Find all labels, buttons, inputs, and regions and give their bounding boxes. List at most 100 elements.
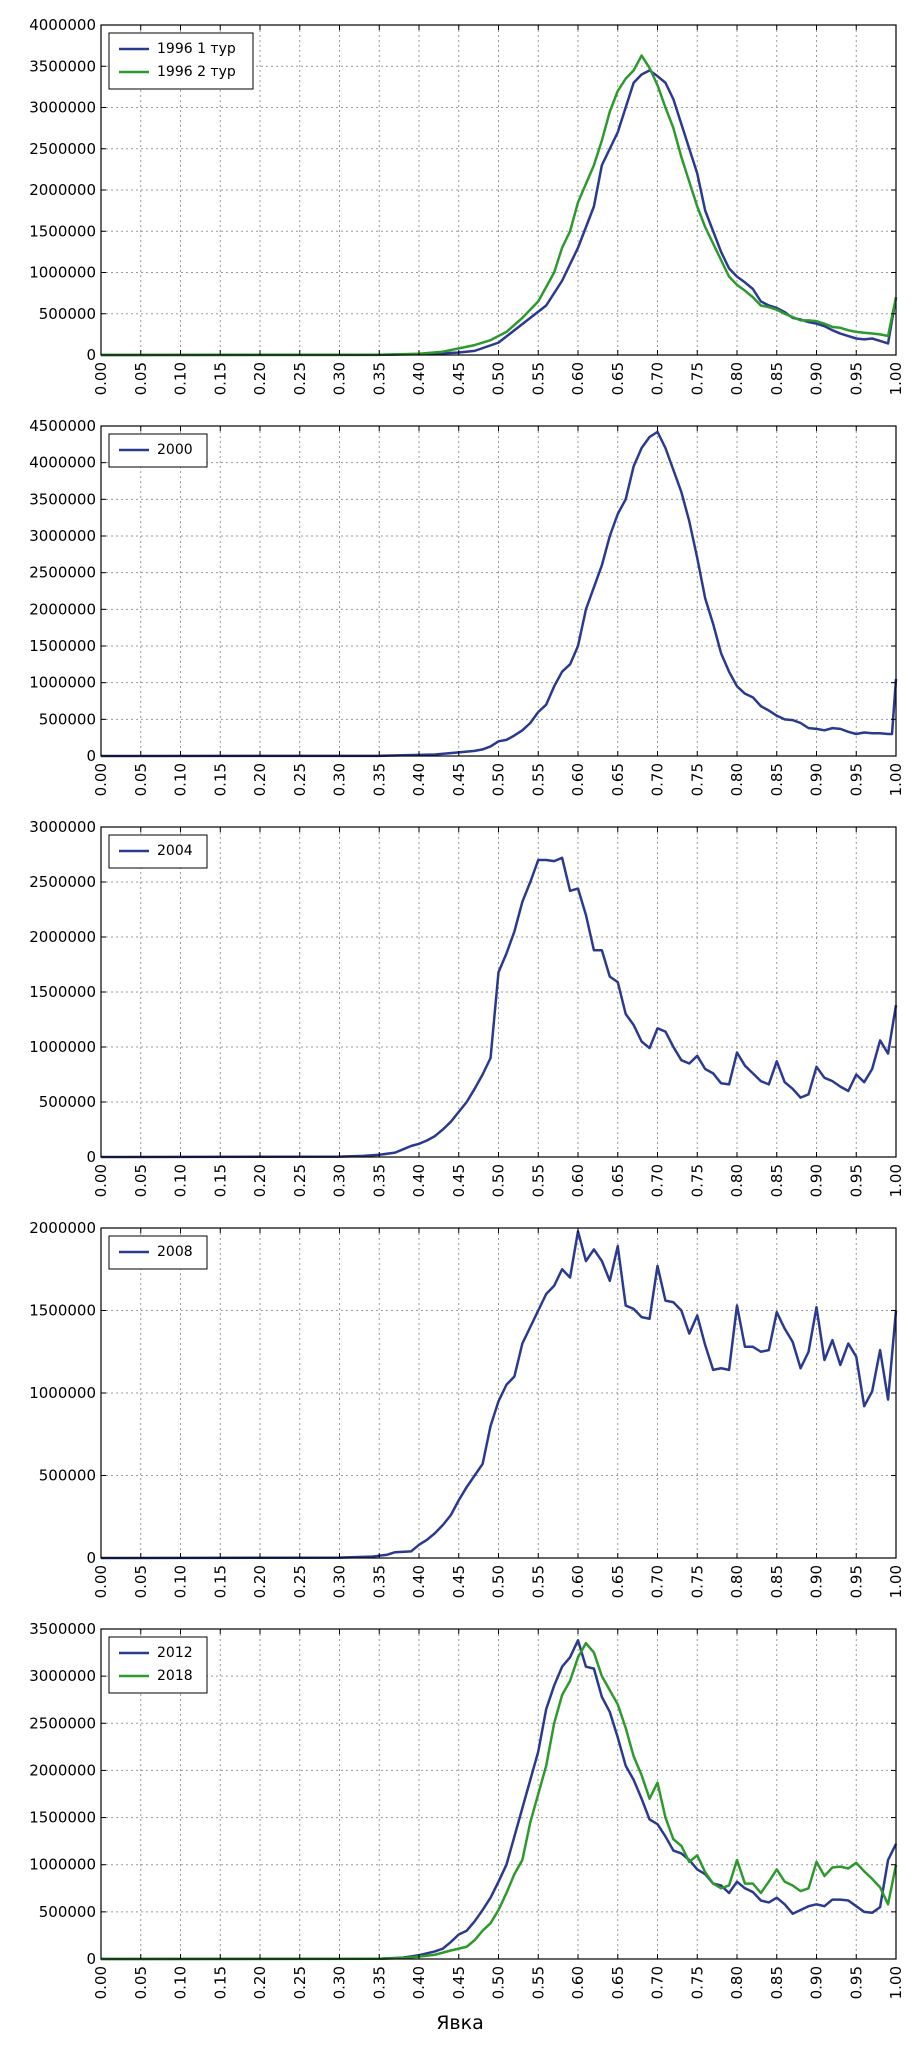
x-tick-label: 0.35 bbox=[370, 1164, 388, 1197]
x-tick-label: 0.50 bbox=[490, 1164, 508, 1197]
x-tick-label: 0.20 bbox=[251, 1966, 269, 1999]
x-tick-label: 0.30 bbox=[331, 763, 349, 796]
x-tick-label: 0.30 bbox=[331, 1164, 349, 1197]
x-tick-label: 0.15 bbox=[211, 362, 229, 395]
x-tick-label: 1.00 bbox=[887, 362, 905, 395]
x-tick-label: 0.80 bbox=[728, 1164, 746, 1197]
x-tick-label: 0.05 bbox=[132, 1966, 150, 1999]
y-tick-label: 500000 bbox=[39, 305, 96, 323]
legend: 2008 bbox=[108, 1235, 208, 1270]
x-tick-label: 0.70 bbox=[649, 1565, 667, 1598]
x-tick-label: 1.00 bbox=[887, 1164, 905, 1197]
legend-label: 2000 bbox=[157, 442, 193, 458]
legend-label: 1996 2 тур bbox=[157, 64, 236, 80]
y-tick-label: 0 bbox=[86, 1950, 96, 1968]
x-tick-label: 0.45 bbox=[450, 1966, 468, 1999]
y-tick-label: 1000000 bbox=[29, 1384, 96, 1402]
x-tick-label: 0.40 bbox=[410, 1164, 428, 1197]
grid bbox=[101, 1228, 896, 1558]
series-line-1996 2 тур bbox=[100, 54, 898, 357]
series-line-2004 bbox=[100, 856, 898, 1159]
chart-panel-4: 0.00 0.05 0.10 0.15 0.20 0.25 0.30 0.35 0.40 0.45… bbox=[29, 1219, 905, 1598]
x-tick-label: 0.20 bbox=[251, 1565, 269, 1598]
x-tick-label: 0.75 bbox=[688, 362, 706, 395]
y-tick-label: 500000 bbox=[39, 1467, 96, 1485]
x-tick-label: 0.40 bbox=[410, 1966, 428, 1999]
x-tick-label: 0.25 bbox=[291, 362, 309, 395]
x-tick-label: 0.40 bbox=[410, 763, 428, 796]
x-tick-label: 0.85 bbox=[768, 763, 786, 796]
x-tick-label: 0.75 bbox=[688, 1966, 706, 1999]
series-line-2000 bbox=[100, 430, 898, 758]
x-tick-label: 0.95 bbox=[847, 1164, 865, 1197]
x-tick-label: 0.15 bbox=[211, 763, 229, 796]
x-tick-label: 0.70 bbox=[649, 763, 667, 796]
x-tick-label: 0.20 bbox=[251, 763, 269, 796]
x-tick-label: 0.45 bbox=[450, 763, 468, 796]
x-tick-label: 0.00 bbox=[92, 1565, 110, 1598]
legend-label: 2012 bbox=[157, 1645, 193, 1661]
y-tick-label: 2500000 bbox=[29, 873, 96, 891]
x-tick-label: 0.60 bbox=[569, 1565, 587, 1598]
x-tick-label: 0.25 bbox=[291, 1565, 309, 1598]
x-tick-label: 0.80 bbox=[728, 1565, 746, 1598]
x-tick-label: 0.70 bbox=[649, 1966, 667, 1999]
y-tick-label: 3000000 bbox=[29, 527, 96, 545]
y-tick-label: 1000000 bbox=[29, 1856, 96, 1874]
legend-box bbox=[108, 32, 254, 90]
x-tick-label: 0.35 bbox=[370, 763, 388, 796]
y-tick-label: 2000000 bbox=[29, 1219, 96, 1237]
x-tick-label: 0.10 bbox=[172, 1565, 190, 1598]
y-tick-label: 2500000 bbox=[29, 564, 96, 582]
x-tick-label: 0.45 bbox=[450, 1565, 468, 1598]
x-tick-label: 0.55 bbox=[529, 1164, 547, 1197]
x-tick-label: 0.90 bbox=[808, 362, 826, 395]
x-tick-label: 0.05 bbox=[132, 763, 150, 796]
legend-label: 2008 bbox=[157, 1244, 193, 1260]
y-tick-label: 500000 bbox=[39, 1903, 96, 1921]
y-tick-label: 3000000 bbox=[29, 818, 96, 836]
y-tick-label: 0 bbox=[86, 1148, 96, 1166]
series-line-2012 bbox=[100, 1639, 898, 1961]
chart-panel-1: 0.00 0.05 0.10 0.15 0.20 0.25 0.30 0.35 0.40 0.45… bbox=[29, 16, 905, 395]
x-tick-label: 0.30 bbox=[331, 362, 349, 395]
x-tick-label: 0.00 bbox=[92, 362, 110, 395]
x-tick-label: 1.00 bbox=[887, 1966, 905, 1999]
y-tick-label: 1500000 bbox=[29, 1809, 96, 1827]
x-tick-label: 0.50 bbox=[490, 362, 508, 395]
chart-panel-2: 0.00 0.05 0.10 0.15 0.20 0.25 0.30 0.35 0.40 0.45… bbox=[29, 417, 905, 796]
x-tick-label: 1.00 bbox=[887, 763, 905, 796]
x-tick-label: 0.55 bbox=[529, 763, 547, 796]
y-tick-label: 500000 bbox=[39, 710, 96, 728]
x-tick-label: 0.15 bbox=[211, 1565, 229, 1598]
x-tick-label: 0.05 bbox=[132, 1565, 150, 1598]
legend-label: 1996 1 тур bbox=[157, 41, 236, 57]
x-tick-label: 0.10 bbox=[172, 1164, 190, 1197]
x-tick-label: 0.75 bbox=[688, 763, 706, 796]
y-tick-label: 4500000 bbox=[29, 417, 96, 435]
x-tick-label: 0.10 bbox=[172, 362, 190, 395]
x-tick-label: 0.50 bbox=[490, 763, 508, 796]
y-tick-label: 2000000 bbox=[29, 181, 96, 199]
legend: 1996 1 тур 1996 2 тур bbox=[108, 32, 254, 90]
x-tick-label: 0.70 bbox=[649, 362, 667, 395]
x-tick-label: 0.50 bbox=[490, 1966, 508, 1999]
x-tick-label: 0.10 bbox=[172, 1966, 190, 1999]
x-tick-label: 0.60 bbox=[569, 1164, 587, 1197]
legend: 2012 2018 bbox=[108, 1636, 208, 1694]
legend-label: 2004 bbox=[157, 843, 193, 859]
x-tick-label: 0.80 bbox=[728, 362, 746, 395]
x-tick-label: 0.15 bbox=[211, 1966, 229, 1999]
x-tick-label: 0.65 bbox=[609, 362, 627, 395]
grid bbox=[101, 827, 896, 1157]
y-tick-label: 3500000 bbox=[29, 57, 96, 75]
x-tick-label: 0.90 bbox=[808, 1164, 826, 1197]
x-axis-label: Явка bbox=[436, 2012, 484, 2034]
y-tick-label: 1500000 bbox=[29, 637, 96, 655]
y-tick-label: 4000000 bbox=[29, 454, 96, 472]
grid bbox=[101, 25, 896, 355]
x-tick-label: 0.60 bbox=[569, 763, 587, 796]
x-tick-label: 0.30 bbox=[331, 1966, 349, 1999]
x-tick-label: 0.95 bbox=[847, 1966, 865, 1999]
x-tick-label: 0.85 bbox=[768, 362, 786, 395]
